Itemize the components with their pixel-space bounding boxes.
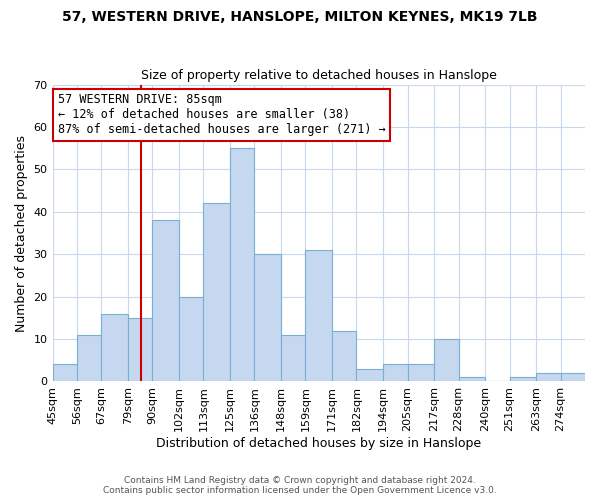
- Bar: [332, 330, 356, 382]
- Bar: [179, 296, 203, 382]
- Bar: [509, 377, 536, 382]
- Bar: [254, 254, 281, 382]
- Bar: [356, 368, 383, 382]
- Bar: [152, 220, 179, 382]
- Bar: [230, 148, 254, 382]
- Y-axis label: Number of detached properties: Number of detached properties: [15, 134, 28, 332]
- Bar: [458, 377, 485, 382]
- Text: 57, WESTERN DRIVE, HANSLOPE, MILTON KEYNES, MK19 7LB: 57, WESTERN DRIVE, HANSLOPE, MILTON KEYN…: [62, 10, 538, 24]
- Bar: [407, 364, 434, 382]
- Bar: [77, 335, 101, 382]
- Bar: [305, 250, 332, 382]
- Bar: [281, 335, 305, 382]
- Bar: [101, 314, 128, 382]
- Bar: [434, 339, 458, 382]
- Bar: [560, 373, 585, 382]
- Bar: [383, 364, 407, 382]
- Title: Size of property relative to detached houses in Hanslope: Size of property relative to detached ho…: [141, 69, 497, 82]
- Bar: [203, 204, 230, 382]
- Bar: [536, 373, 560, 382]
- Bar: [128, 318, 152, 382]
- Bar: [53, 364, 77, 382]
- Text: 57 WESTERN DRIVE: 85sqm
← 12% of detached houses are smaller (38)
87% of semi-de: 57 WESTERN DRIVE: 85sqm ← 12% of detache…: [58, 94, 386, 136]
- X-axis label: Distribution of detached houses by size in Hanslope: Distribution of detached houses by size …: [156, 437, 481, 450]
- Text: Contains HM Land Registry data © Crown copyright and database right 2024.
Contai: Contains HM Land Registry data © Crown c…: [103, 476, 497, 495]
